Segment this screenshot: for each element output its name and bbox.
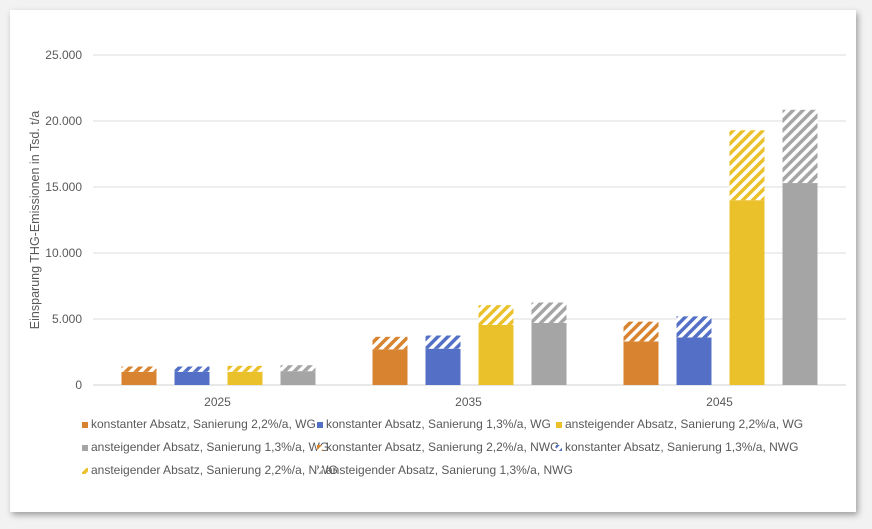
- bar-segment: [478, 305, 514, 325]
- bar-segment: [729, 130, 765, 201]
- bar-segment: [280, 371, 316, 385]
- legend-label: konstanter Absatz, Sanierung 2,2%/a, WG: [91, 417, 316, 431]
- legend-swatch: [82, 445, 88, 451]
- legend-swatch: [556, 422, 562, 428]
- legend-label: konstanter Absatz, Sanierung 1,3%/a, WG: [326, 417, 551, 431]
- bar-segment: [425, 335, 461, 349]
- bar-segment: [623, 321, 659, 342]
- bar-segment: [782, 183, 818, 385]
- bar-segment: [676, 337, 712, 385]
- bar-segment: [174, 366, 210, 372]
- bar-segment: [531, 302, 567, 323]
- bar-segment: [280, 365, 316, 372]
- legend-swatch: [317, 422, 323, 428]
- legend-swatch: [317, 445, 323, 451]
- y-tick-label: 10.000: [45, 246, 82, 260]
- bar-segment: [425, 348, 461, 385]
- y-tick-label: 0: [75, 378, 82, 392]
- legend-label: konstanter Absatz, Sanierung 1,3%/a, NWG: [565, 440, 798, 454]
- bar-segment: [174, 371, 210, 385]
- y-tick-label: 5.000: [52, 312, 82, 326]
- bar-segment: [623, 341, 659, 385]
- legend-swatch: [82, 468, 88, 474]
- legend-swatch: [317, 468, 323, 474]
- bar-segment: [782, 109, 818, 184]
- y-axis-title: Einsparung THG-Emissionen in Tsd. t/a: [28, 111, 42, 329]
- bars: [121, 109, 818, 385]
- legend-swatch: [82, 422, 88, 428]
- bar-segment: [676, 316, 712, 338]
- legend-label: konstanter Absatz, Sanierung 2,2%/a, NWG: [326, 440, 559, 454]
- bar-segment: [372, 349, 408, 385]
- bar-segment: [478, 324, 514, 385]
- bar-segment: [227, 371, 263, 385]
- legend-label: ansteigender Absatz, Sanierung 2,2%/a, N…: [91, 463, 338, 477]
- legend-label: ansteigender Absatz, Sanierung 2,2%/a, W…: [565, 417, 803, 431]
- legend-swatch: [556, 445, 562, 451]
- x-tick-label: 2025: [204, 395, 231, 409]
- bar-segment: [227, 365, 263, 372]
- x-tick-label: 2045: [706, 395, 733, 409]
- legend: konstanter Absatz, Sanierung 2,2%/a, WG k…: [82, 417, 803, 477]
- x-tick-labels: 2025 2035 2045: [204, 395, 733, 409]
- gridlines: [93, 54, 846, 386]
- bar-segment: [121, 371, 157, 385]
- bar-segment: [729, 200, 765, 385]
- bar-segment: [372, 336, 408, 350]
- chart-frame: [10, 10, 856, 512]
- y-tick-labels: 0 5.000 10.000 15.000 20.000 25.000: [45, 48, 82, 392]
- legend-label: ansteigender Absatz, Sanierung 1,3%/a, W…: [91, 440, 329, 454]
- legend-label: ansteigender Absatz, Sanierung 1,3%/a, N…: [326, 463, 573, 477]
- y-tick-label: 15.000: [45, 180, 82, 194]
- bar-segment: [531, 322, 567, 385]
- y-tick-label: 20.000: [45, 114, 82, 128]
- bar-segment: [121, 366, 157, 372]
- y-tick-label: 25.000: [45, 48, 82, 62]
- x-tick-label: 2035: [455, 395, 482, 409]
